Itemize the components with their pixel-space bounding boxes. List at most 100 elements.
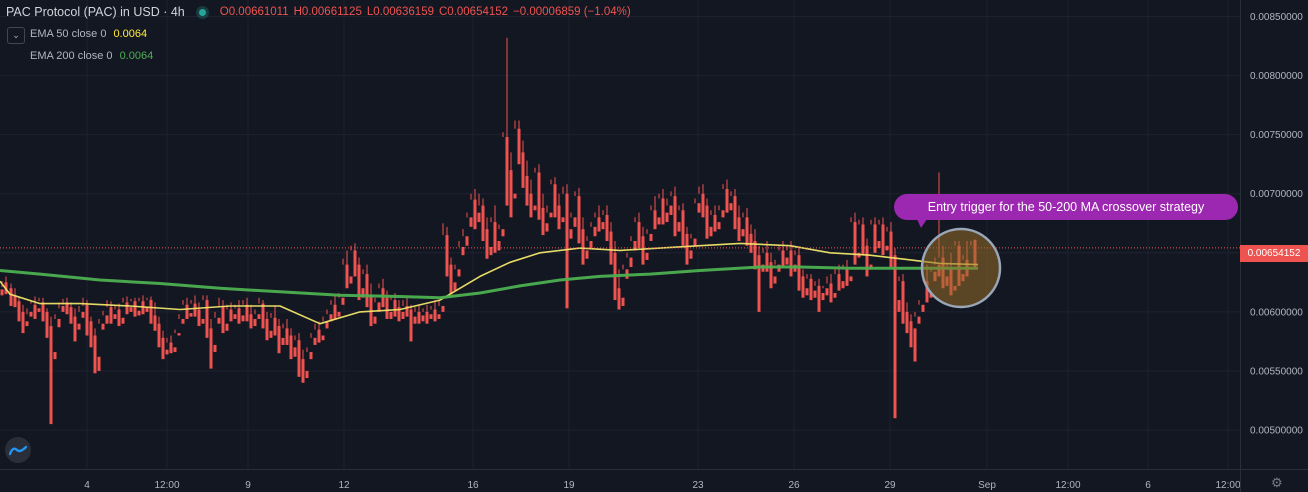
candle-body (313, 337, 317, 345)
candle-body (277, 326, 281, 354)
candle-body (681, 210, 685, 246)
x-tick-label: 12 (338, 480, 350, 491)
candle-body (621, 297, 625, 306)
candle-body (97, 356, 101, 371)
tradingview-logo-icon[interactable] (5, 437, 31, 463)
open-value: O0.00661011 (219, 6, 289, 18)
candle-body (409, 309, 413, 342)
candle-body (0, 289, 4, 296)
candle-body (261, 303, 265, 329)
candle-body (693, 238, 697, 246)
candle-body (601, 222, 605, 230)
candle-body (417, 311, 421, 324)
candle-body (133, 301, 137, 317)
candle-body (641, 236, 645, 265)
ema50-label: EMA 50 close 0 (30, 28, 107, 40)
candle-body (225, 323, 229, 331)
candle-body (197, 309, 201, 327)
candle-body (533, 205, 537, 211)
candle-body (893, 255, 897, 419)
ema200-label: EMA 200 close 0 (30, 50, 113, 62)
candle-body (361, 288, 365, 298)
candle-body (557, 205, 561, 230)
candle-body (445, 235, 449, 277)
candle-body (849, 276, 853, 282)
ema200-line (0, 265, 978, 300)
candle-body (217, 317, 221, 324)
candle-body (757, 255, 761, 312)
y-tick-label: 0.00550000 (1250, 366, 1303, 377)
x-tick-label: 19 (563, 480, 575, 491)
candle-body (889, 231, 893, 267)
ema50-value: 0.0064 (113, 28, 148, 40)
candle-body (809, 278, 813, 301)
candle-body (241, 315, 245, 322)
market-status-icon (198, 8, 206, 16)
y-tick-label: 0.00800000 (1250, 71, 1303, 82)
candle-body (145, 307, 149, 312)
y-tick-label: 0.00600000 (1250, 307, 1303, 318)
candle-body (17, 301, 21, 322)
candle-body (537, 172, 541, 220)
indicator-ema200[interactable]: EMA 200 close 0 0.0064 (30, 50, 153, 62)
candle-body (473, 199, 477, 230)
candle-body (353, 250, 357, 277)
candle-body (437, 314, 441, 319)
candle-body (169, 342, 173, 354)
candle-body (201, 318, 205, 324)
candle-body (449, 264, 453, 295)
collapse-indicators-button[interactable]: ⌄ (7, 27, 25, 44)
candle-body (77, 323, 81, 330)
candle-body (85, 304, 89, 336)
candle-body (697, 203, 701, 213)
candle-body (513, 193, 517, 199)
candle-body (721, 210, 725, 218)
candle-body (393, 300, 397, 317)
candle-body (365, 274, 369, 308)
candle-body (381, 288, 385, 308)
settings-gear-icon[interactable]: ⚙ (1271, 475, 1283, 490)
candle-body (861, 224, 865, 256)
candle-body (389, 311, 393, 319)
candle-body (789, 250, 793, 277)
candle-body (457, 269, 461, 277)
candle-body (737, 217, 741, 241)
candle-body (285, 328, 289, 345)
candle-body (309, 352, 313, 360)
candle-body (297, 340, 301, 377)
candle-body (165, 349, 169, 355)
candle-body (173, 347, 177, 353)
candle-body (845, 269, 849, 286)
x-tick-label: 12:00 (1215, 480, 1240, 491)
candle-body (385, 297, 389, 319)
candle-body (73, 316, 77, 342)
candle-body (425, 311, 429, 324)
x-tick-label: 12:00 (1055, 480, 1080, 491)
candle-body (837, 274, 841, 291)
candle-body (581, 229, 585, 265)
candle-body (101, 323, 105, 330)
indicator-ema50[interactable]: EMA 50 close 0 0.0064 (30, 28, 147, 40)
candle-body (529, 193, 533, 218)
annotation-callout[interactable]: Entry trigger for the 50-200 MA crossove… (894, 194, 1238, 220)
candle-body (541, 207, 545, 236)
candle-body (253, 318, 257, 327)
candle-body (325, 321, 329, 329)
candle-body (341, 297, 345, 305)
candle-body (913, 328, 917, 362)
candle-body (269, 330, 273, 338)
candle-body (733, 196, 737, 230)
candle-body (917, 316, 921, 324)
candle-body (637, 222, 641, 249)
candle-body (329, 314, 333, 322)
x-tick-label: 6 (1145, 480, 1151, 491)
candle-body (853, 222, 857, 265)
candle-body (461, 246, 465, 256)
candle-body (713, 215, 717, 232)
ohlc-readout: O0.00661011 H0.00661125 L0.00636159 C0.0065… (220, 6, 636, 18)
candle-body (745, 217, 749, 246)
candle-body (485, 229, 489, 259)
y-tick-label: 0.00500000 (1250, 426, 1303, 437)
